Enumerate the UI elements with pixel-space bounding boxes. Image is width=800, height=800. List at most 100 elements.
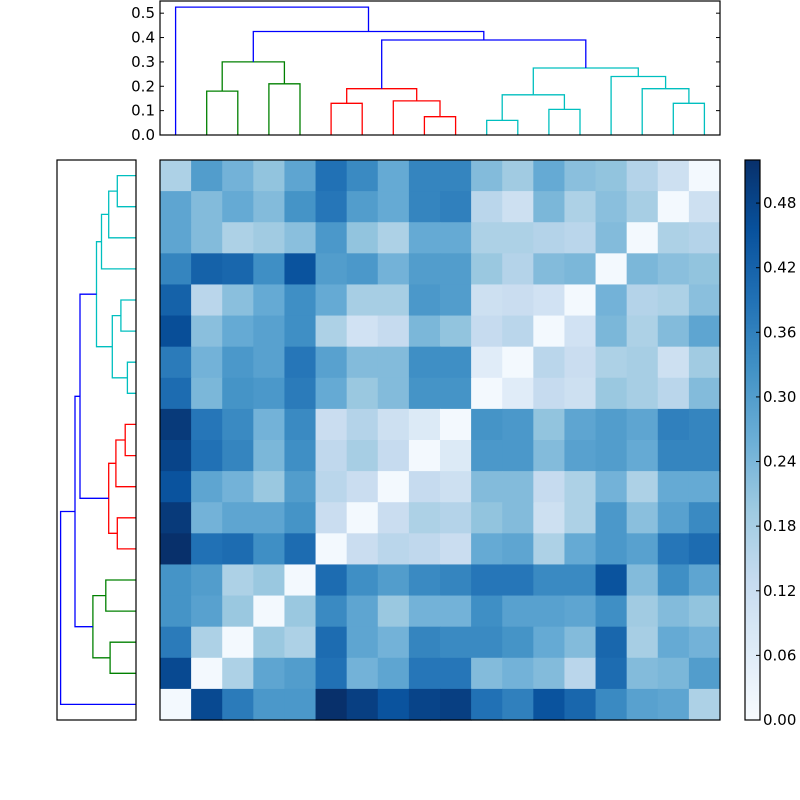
heatmap-cell <box>533 284 566 317</box>
heatmap-cell <box>595 408 628 441</box>
heatmap-cell <box>346 657 379 690</box>
dendrogram-link <box>252 30 485 62</box>
heatmap-cell <box>408 595 441 628</box>
heatmap-cell <box>191 160 223 192</box>
heatmap-cell <box>315 377 348 410</box>
heatmap-cell <box>377 502 410 534</box>
heatmap-cell <box>160 626 192 659</box>
heatmap-cell <box>502 315 534 348</box>
heatmap-cell <box>191 533 223 566</box>
heatmap-cell <box>657 626 690 659</box>
heatmap-cell <box>408 408 441 441</box>
heatmap-cell <box>160 502 192 534</box>
heatmap-cell <box>533 471 566 503</box>
heatmap-cell <box>533 160 566 192</box>
heatmap-cell <box>440 284 472 317</box>
dendrogram-link <box>381 39 587 89</box>
heatmap-cell <box>440 253 472 286</box>
heatmap-cell <box>253 408 286 441</box>
heatmap-cell <box>440 657 472 690</box>
row-dendrogram <box>50 155 145 725</box>
heatmap-cell <box>222 160 254 192</box>
heatmap-cell <box>440 315 472 348</box>
heatmap-cell <box>688 440 721 472</box>
heatmap-cell <box>564 346 597 379</box>
heatmap-cell <box>440 564 472 597</box>
heatmap-cell <box>564 160 597 192</box>
heatmap-cell <box>440 533 472 566</box>
dendrogram-link <box>672 102 706 135</box>
heatmap-cell <box>533 377 566 410</box>
heatmap-cell <box>377 377 410 410</box>
heatmap-cell <box>657 533 690 566</box>
heatmap-cell <box>595 253 628 286</box>
heatmap-cell <box>284 440 317 472</box>
heatmap-cell <box>502 222 534 254</box>
heatmap-cell <box>253 533 286 566</box>
heatmap-cell <box>626 284 659 317</box>
heatmap-cell <box>222 626 254 659</box>
heatmap-cell <box>533 315 566 348</box>
heatmap-cell <box>564 284 597 317</box>
heatmap-cell <box>408 657 441 690</box>
heatmap-cell <box>284 471 317 503</box>
heatmap-cell <box>471 688 503 721</box>
dendrogram-link <box>124 423 136 457</box>
dendrogram-link <box>392 100 441 135</box>
heatmap-cell <box>191 191 223 223</box>
heatmap-cell <box>408 440 441 472</box>
dendrogram-link <box>548 108 581 135</box>
heatmap-cell <box>688 160 721 192</box>
heatmap-cell <box>657 160 690 192</box>
heatmap-cell <box>564 533 597 566</box>
heatmap-cell <box>595 222 628 254</box>
heatmap-cell <box>346 440 379 472</box>
dendrogram-link <box>501 94 566 121</box>
heatmap-cell <box>533 408 566 441</box>
dendrogram-link <box>610 75 667 135</box>
heatmap-cell <box>626 595 659 628</box>
heatmap-cell <box>284 160 317 192</box>
heatmap-cell <box>533 564 566 597</box>
heatmap-cell <box>377 408 410 441</box>
heatmap-cell <box>595 626 628 659</box>
heatmap-cell <box>471 440 503 472</box>
heatmap-cell <box>315 502 348 534</box>
heatmap-cell <box>284 657 317 690</box>
heatmap-cell <box>657 502 690 534</box>
heatmap-cell <box>502 533 534 566</box>
heatmap-cell <box>471 346 503 379</box>
dendrogram-link <box>79 293 109 499</box>
heatmap-cell <box>191 626 223 659</box>
heatmap-cell <box>502 564 534 597</box>
heatmap-cell <box>688 191 721 223</box>
heatmap-cell <box>471 284 503 317</box>
heatmap-cell <box>284 222 317 254</box>
heatmap-cell <box>191 377 223 410</box>
heatmap-cell <box>160 284 192 317</box>
heatmap-cell <box>688 222 721 254</box>
heatmap-cell <box>471 191 503 223</box>
heatmap-cell <box>471 471 503 503</box>
dendrogram-link <box>330 102 363 135</box>
colorbar-tick-label: 0.12 <box>763 582 796 600</box>
heatmap-cell <box>191 471 223 503</box>
heatmap-cell <box>626 564 659 597</box>
heatmap-cell <box>284 564 317 597</box>
dendrogram-link <box>95 241 113 348</box>
dendrogram-link <box>108 190 136 239</box>
heatmap-cell <box>222 564 254 597</box>
heatmap-cell <box>408 626 441 659</box>
dendrogram-link <box>268 83 301 135</box>
heatmap-cell <box>471 657 503 690</box>
heatmap-cell <box>471 160 503 192</box>
heatmap-cell <box>191 315 223 348</box>
heatmap-cell <box>315 657 348 690</box>
heatmap-cell <box>315 191 348 223</box>
heatmap-cell <box>346 533 379 566</box>
heatmap-cell <box>315 222 348 254</box>
heatmap-cell <box>408 564 441 597</box>
heatmap-matrix <box>155 155 725 725</box>
y-tick-label: 0.1 <box>131 102 155 120</box>
colorbar-tick-label: 0.24 <box>763 453 796 471</box>
